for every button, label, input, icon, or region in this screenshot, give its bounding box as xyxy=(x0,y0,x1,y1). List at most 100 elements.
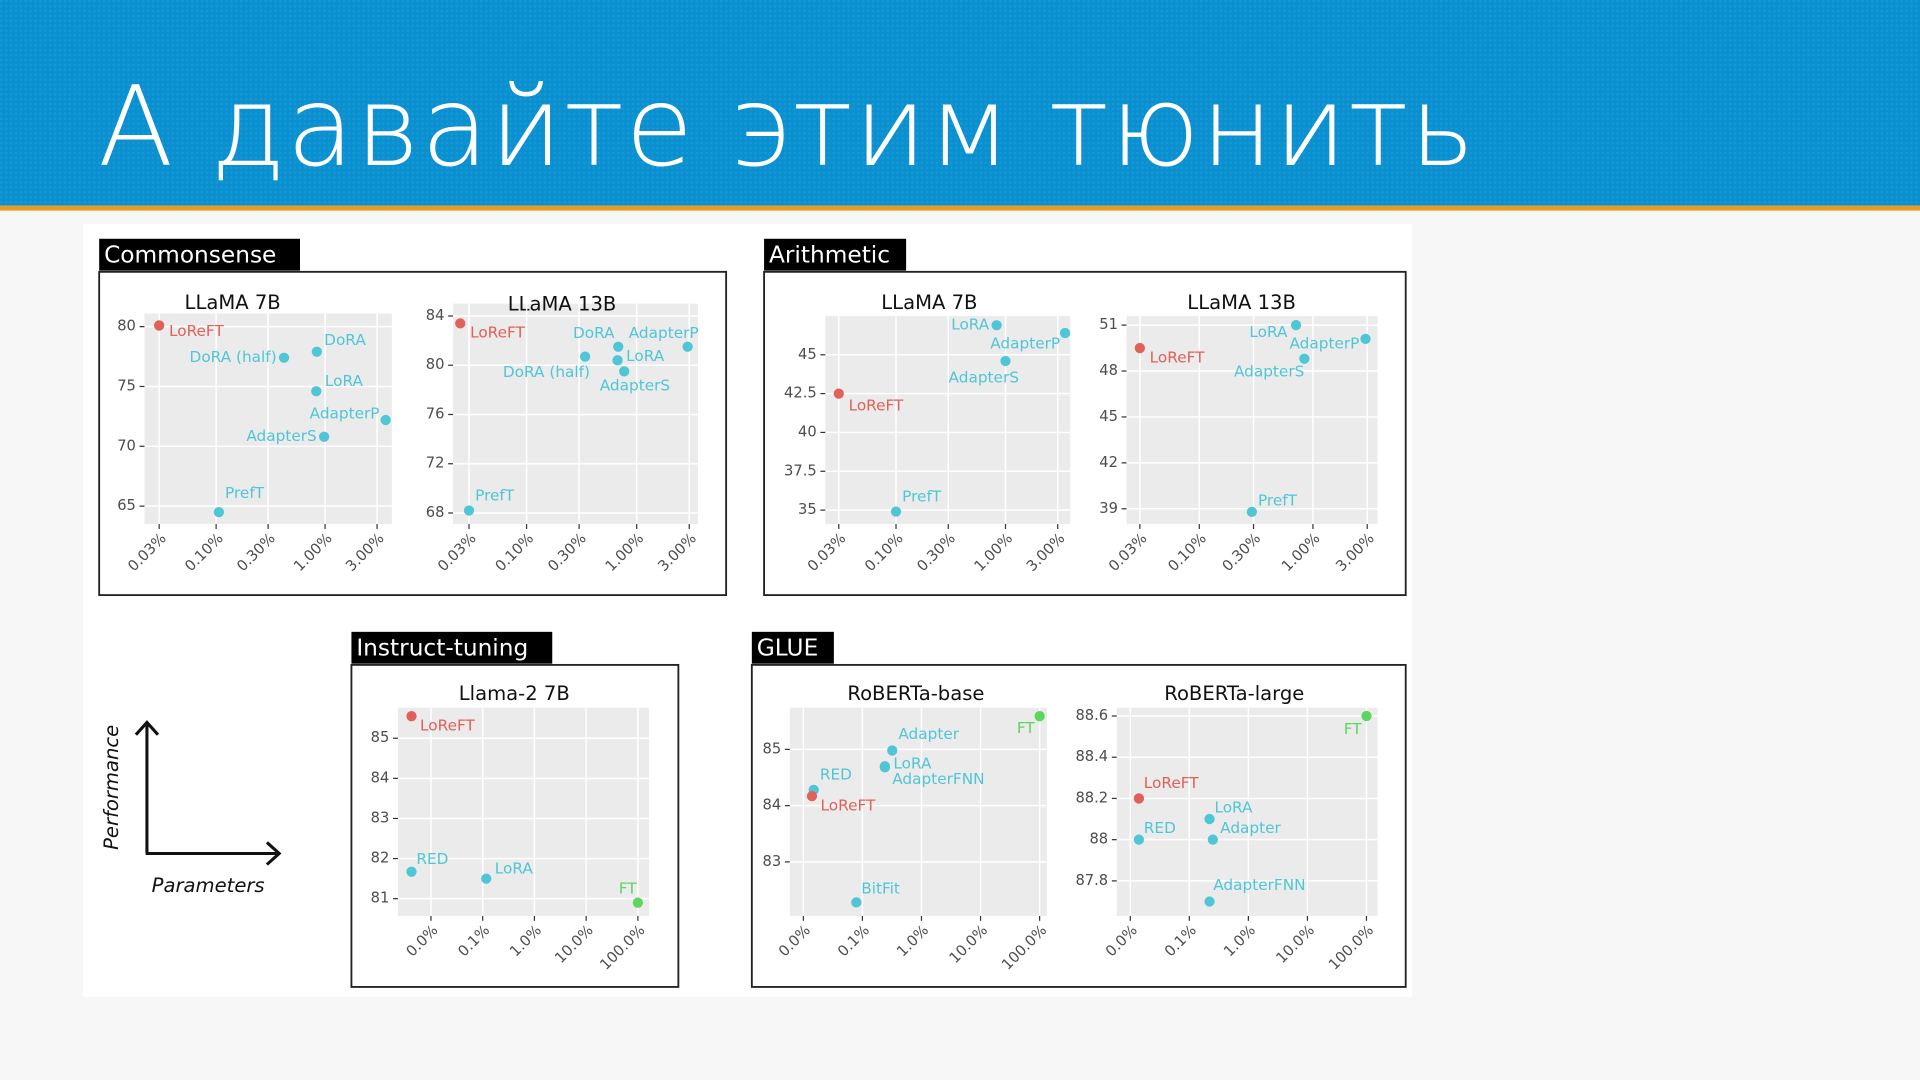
point xyxy=(579,351,591,362)
y-tick-label: 80 xyxy=(426,356,445,373)
chart-title: LLaMA 7B xyxy=(185,291,281,314)
point xyxy=(154,320,165,331)
point-label: LoRA xyxy=(325,372,364,390)
y-tick-label: 37.5 xyxy=(784,462,817,479)
point xyxy=(1133,793,1145,804)
point xyxy=(879,762,891,773)
y-tick-label: 80 xyxy=(117,318,136,335)
key-arrow-head xyxy=(265,841,282,866)
axes-key: Performance Parameters xyxy=(100,720,282,897)
y-tick-label: 68 xyxy=(426,504,445,521)
point-label: LoReFT xyxy=(849,396,904,414)
point-label: AdapterS xyxy=(246,427,316,445)
point xyxy=(851,897,862,908)
y-tick-label: 83 xyxy=(763,853,782,870)
point-label: LoRA xyxy=(1214,799,1253,817)
point xyxy=(1059,327,1071,339)
point-label: AdapterS xyxy=(949,369,1019,387)
point-label: LoReFT xyxy=(169,322,224,340)
chart-title: RoBERTa-large xyxy=(1164,682,1304,705)
y-tick-label: 51 xyxy=(1099,316,1118,333)
y-tick-label: 42 xyxy=(1099,454,1118,471)
point-label: DoRA xyxy=(324,331,366,349)
point xyxy=(1207,834,1218,845)
y-tick-label: 82 xyxy=(371,850,390,867)
y-tick-label: 87.8 xyxy=(1075,872,1108,889)
point-label: AdapterFNN xyxy=(1213,876,1305,894)
y-tick-label: 75 xyxy=(117,377,136,394)
y-tick-label: 85 xyxy=(371,729,390,746)
point-label: AdapterP xyxy=(1289,334,1359,352)
key-x-label: Parameters xyxy=(152,874,265,897)
plot-area xyxy=(1126,315,1378,525)
point-label: Adapter xyxy=(1220,819,1281,837)
panel-frame xyxy=(98,270,728,597)
point-label: PrefT xyxy=(475,486,515,504)
point-label: PrefT xyxy=(902,487,942,505)
y-tick-label: 84 xyxy=(763,797,782,814)
panel-tag xyxy=(351,631,553,664)
panel-tag xyxy=(764,238,907,271)
key-y-label: Performance xyxy=(100,725,123,850)
point xyxy=(619,366,630,377)
point xyxy=(833,388,844,399)
point xyxy=(887,745,898,756)
point xyxy=(463,505,475,516)
y-tick-label: 88.2 xyxy=(1075,789,1108,806)
y-tick-label: 84 xyxy=(371,769,390,786)
point-label: AdapterS xyxy=(600,377,670,395)
point xyxy=(1360,333,1371,345)
point xyxy=(278,352,290,363)
point-label: RED xyxy=(820,766,852,784)
panel-label: GLUE xyxy=(757,634,819,661)
point xyxy=(481,873,492,884)
chart-title: RoBERTa-base xyxy=(847,682,984,705)
panel-label: Instruct-tuning xyxy=(356,634,528,661)
point-label: LoReFT xyxy=(1150,348,1205,366)
point-label: RED xyxy=(1144,819,1176,837)
y-tick-label: 40 xyxy=(798,423,817,440)
point xyxy=(311,386,322,397)
point xyxy=(213,506,225,518)
point-label: DoRA (half) xyxy=(503,363,590,381)
panel-frame xyxy=(763,270,1407,597)
point xyxy=(1299,353,1310,364)
point-label: LoReFT xyxy=(420,716,475,734)
point xyxy=(1361,710,1372,722)
y-tick-label: 45 xyxy=(798,346,817,363)
point xyxy=(890,506,902,517)
point-label: FT xyxy=(1344,720,1363,738)
point xyxy=(318,431,330,442)
y-tick-label: 81 xyxy=(371,890,390,907)
point-label: BitFit xyxy=(861,879,900,897)
chart-title: LLaMA 7B xyxy=(881,291,977,314)
point xyxy=(455,318,466,329)
point-label: AdapterS xyxy=(1234,363,1304,381)
chart-title: LLaMA 13B xyxy=(508,292,617,315)
point-label: LoReFT xyxy=(821,796,876,814)
point-label: PrefT xyxy=(1258,491,1298,509)
point xyxy=(1204,813,1215,825)
panel-label: Commonsense xyxy=(104,241,276,268)
point xyxy=(632,897,644,908)
point xyxy=(1000,355,1011,367)
y-tick-label: 48 xyxy=(1099,362,1118,379)
y-tick-label: 65 xyxy=(117,497,136,514)
plot-area xyxy=(789,707,1047,916)
y-tick-label: 35 xyxy=(798,501,817,518)
y-tick-label: 88.6 xyxy=(1075,707,1108,724)
point-label: LoReFT xyxy=(470,324,525,342)
panel-frame xyxy=(350,663,680,988)
point xyxy=(682,341,693,352)
y-tick-label: 70 xyxy=(117,437,136,454)
point xyxy=(1246,506,1257,517)
point-label: AdapterP xyxy=(629,324,699,342)
point-label: RED xyxy=(416,850,448,868)
point-label: AdapterFNN xyxy=(892,770,984,788)
y-tick-label: 88 xyxy=(1089,831,1108,848)
